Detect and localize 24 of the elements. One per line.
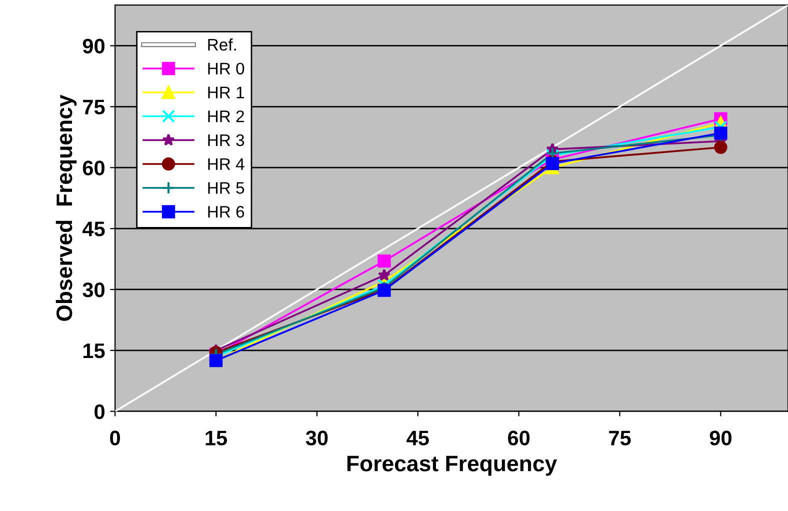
legend-label: Ref.	[208, 38, 236, 51]
legend-label: HR 5	[208, 182, 244, 194]
y-tick-label: 0	[94, 404, 104, 420]
y-axis-title: Observed Frequency	[56, 94, 77, 321]
y-tick-label: 75	[83, 100, 105, 114]
legend-label: HR 4	[208, 158, 244, 170]
x-tick-label: 75	[609, 430, 631, 446]
y-tick-label: 90	[82, 38, 104, 54]
x-tick-label: 0	[110, 430, 120, 446]
y-tick-label: 15	[83, 344, 105, 358]
legend-label: HR 1	[208, 86, 244, 98]
x-tick-label: 30	[306, 430, 328, 446]
legend-label: HR 6	[208, 206, 244, 218]
x-tick-label: 15	[206, 430, 227, 446]
x-axis-title: Forecast Frequency	[347, 456, 558, 476]
y-tick-label: 45	[82, 222, 105, 236]
legend-label: HR 3	[208, 134, 244, 146]
x-tick-label: 45	[406, 430, 429, 446]
y-tick-label: 60	[82, 160, 104, 176]
x-tick-label: 90	[710, 430, 732, 446]
x-tick-label: 60	[508, 430, 530, 446]
y-tick-label: 30	[82, 282, 104, 298]
legend-label: HR 0	[208, 62, 244, 75]
legend-label: HR 2	[208, 110, 244, 122]
